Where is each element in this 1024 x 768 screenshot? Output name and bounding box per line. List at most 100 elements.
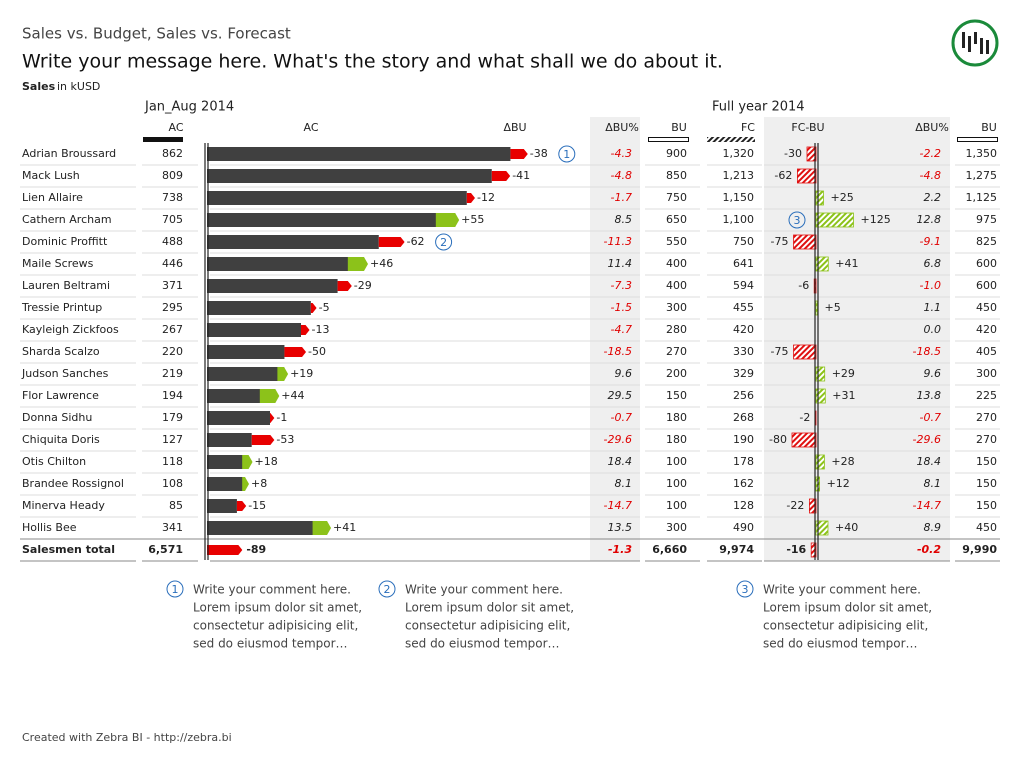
fc-delta-label: +5: [825, 301, 841, 314]
dbu-pct: -4.3: [611, 147, 632, 160]
message: Write your message here. What's the stor…: [22, 51, 723, 73]
fy-dbu-pct: 9.6: [924, 367, 942, 380]
comment-text: sed do eiusmod tempor…: [763, 637, 918, 651]
bu-value: 100: [666, 477, 687, 490]
row-name: Kayleigh Zickfoos: [22, 323, 119, 336]
bu-value: 750: [666, 191, 687, 204]
dbu-pct: -1.5: [611, 301, 632, 314]
delta-label: -13: [312, 323, 330, 336]
fc-delta-bar: [815, 256, 829, 272]
dbu-pct: 29.5: [608, 389, 633, 402]
fc-delta-label: +41: [835, 257, 858, 270]
fc-delta-label: -22: [786, 499, 804, 512]
fc-delta-bar: [815, 454, 825, 470]
column-header: FC-BU: [791, 121, 824, 134]
dbu-pct: -18.5: [604, 345, 632, 358]
comment-text: consectetur adipisicing elit,: [763, 619, 928, 633]
delta-bar: [435, 213, 460, 227]
delta-bar: [337, 281, 352, 291]
row-name: Brandee Rossignol: [22, 477, 124, 490]
fy-bu-value: 1,125: [966, 191, 998, 204]
dbu-pct: -1.3: [608, 543, 632, 556]
fc-delta-label: -62: [774, 169, 792, 182]
ac-value: 219: [162, 367, 183, 380]
delta-bar: [284, 347, 307, 357]
row-name: Donna Sidhu: [22, 411, 92, 424]
delta-bar: [236, 501, 247, 511]
row-name: Judson Sanches: [21, 367, 109, 380]
column-header: ΔBU: [503, 121, 526, 134]
column-header: AC: [303, 121, 318, 134]
fy-bu-value: 270: [976, 433, 997, 446]
comment-text: Lorem ipsum dolor sit amet,: [193, 601, 362, 615]
delta-bar: [310, 303, 317, 313]
fc-delta-label: -6: [798, 279, 809, 292]
fy-dbu-pct: -18.5: [913, 345, 941, 358]
fc-legend: [707, 137, 755, 142]
ac-bar: [207, 521, 328, 535]
bu-value: 850: [666, 169, 687, 182]
fc-value: 162: [733, 477, 754, 490]
comment-marker: [736, 580, 754, 598]
fy-bu-value: 150: [976, 477, 997, 490]
row-name: Otis Chilton: [22, 455, 86, 468]
dbu-pct: 18.4: [608, 455, 633, 468]
fc-delta-label: -75: [771, 235, 789, 248]
fc-delta-label: -80: [769, 433, 787, 446]
ac-bar: [207, 323, 301, 337]
fy-bu-value: 150: [976, 455, 997, 468]
delta-label: +44: [281, 389, 304, 402]
delta-label: +8: [251, 477, 267, 490]
delta-bar: [510, 149, 528, 159]
fc-delta-label: +25: [831, 191, 854, 204]
measure: Sales: [22, 80, 56, 93]
fc-delta-bar: [815, 366, 826, 382]
ac-value: 295: [162, 301, 183, 314]
delta-label: -38: [530, 147, 548, 160]
delta-label: +55: [461, 213, 484, 226]
fy-bu-value: 9,990: [962, 543, 997, 556]
fc-value: 641: [733, 257, 754, 270]
row-name: Flor Lawrence: [22, 389, 99, 402]
ac-bar: [207, 235, 379, 249]
bu-value: 100: [666, 499, 687, 512]
column-header: FC: [741, 121, 755, 134]
fc-value: 268: [733, 411, 754, 424]
fy-dbu-pct: 8.1: [924, 477, 942, 490]
fy-dbu-pct: -2.2: [920, 147, 941, 160]
fc-delta-label: +28: [831, 455, 854, 468]
comment-marker-label: 1: [563, 148, 570, 161]
row-name: Cathern Archam: [22, 213, 112, 226]
comment-text: consectetur adipisicing elit,: [405, 619, 570, 633]
ac-value: 446: [162, 257, 183, 270]
fy-bu-value: 150: [976, 499, 997, 512]
comment-text: sed do eiusmod tempor…: [405, 637, 560, 651]
ac-value: 220: [162, 345, 183, 358]
bu-value: 100: [666, 455, 687, 468]
ac-bar: [207, 455, 249, 469]
fy-bu-value: 405: [976, 345, 997, 358]
fc-delta-label: +12: [827, 477, 850, 490]
fc-value: 455: [733, 301, 754, 314]
row-name: Chiquita Doris: [22, 433, 100, 446]
fc-delta-label: -2: [799, 411, 810, 424]
fy-dbu-pct: 2.2: [924, 191, 942, 204]
dbu-pct: 13.5: [608, 521, 633, 534]
fc-delta-label: -30: [784, 147, 802, 160]
dbu-pct: -7.3: [611, 279, 632, 292]
delta-bar: [277, 367, 289, 381]
comment-text: Write your comment here.: [193, 583, 351, 597]
fy-dbu-pct: 6.8: [924, 257, 942, 270]
delta-bar: [270, 413, 275, 423]
fy-dbu-pct: 1.1: [924, 301, 942, 314]
fc-delta-bar: [793, 344, 817, 360]
ac-bar: [207, 213, 456, 227]
delta-label: -29: [354, 279, 372, 292]
bu-value: 300: [666, 521, 687, 534]
fc-value: 128: [733, 499, 754, 512]
fy-dbu-pct: -9.1: [920, 235, 941, 248]
bu-legend: [648, 137, 689, 142]
fy-bu-value: 270: [976, 411, 997, 424]
ac-value: 118: [162, 455, 183, 468]
